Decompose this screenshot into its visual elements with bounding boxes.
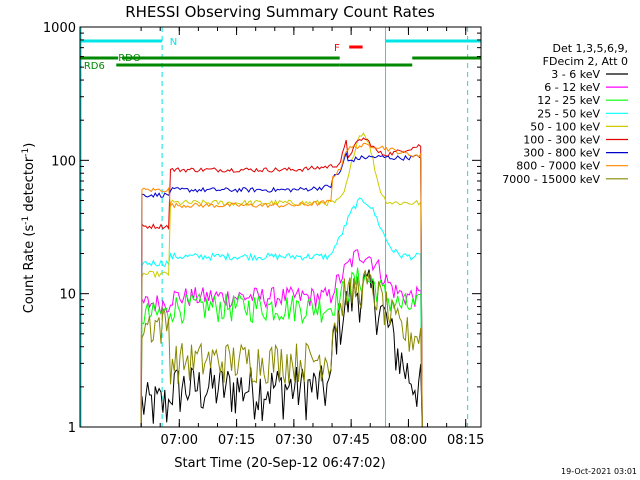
chart-title: RHESSI Observing Summary Count Rates bbox=[125, 3, 435, 21]
series-lines bbox=[140, 131, 423, 428]
legend-entry-label: 300 - 800 keV bbox=[523, 147, 600, 160]
night-flag-label: N bbox=[170, 37, 177, 48]
y-tick-label: 100 bbox=[51, 154, 76, 169]
series-line-9 bbox=[140, 270, 423, 428]
y-tick-label: 1 bbox=[68, 421, 76, 436]
x-tick-label: 07:45 bbox=[332, 433, 369, 448]
legend-entry-label: 50 - 100 keV bbox=[530, 120, 600, 133]
y-tick-label: 10 bbox=[59, 288, 76, 303]
legend-entry-label: 12 - 25 keV bbox=[537, 94, 600, 107]
series-line-8 bbox=[140, 142, 423, 428]
series-line-3 bbox=[140, 267, 423, 428]
legend-entry-label: 800 - 7000 keV bbox=[516, 160, 600, 173]
series-line-4 bbox=[140, 197, 423, 428]
flag-bars: N RDO RD6 F bbox=[80, 37, 481, 72]
x-tick-label: 08:00 bbox=[390, 433, 427, 448]
series-line-7 bbox=[140, 150, 423, 428]
legend-entry-label: 7000 - 15000 keV bbox=[502, 173, 600, 186]
legend-header-line-2: FDecim 2, Att 0 bbox=[543, 55, 628, 68]
flare-flag-label: F bbox=[334, 43, 340, 54]
x-tick-label: 07:00 bbox=[161, 433, 198, 448]
x-tick-label: 07:30 bbox=[275, 433, 312, 448]
y-axis-label: Count Rate (s-1 detector-1) bbox=[21, 143, 37, 314]
legend-entry-label: 6 - 12 keV bbox=[544, 81, 600, 94]
legend: Det 1,3,5,6,9,FDecim 2, Att 03 - 6 keV6 … bbox=[502, 42, 628, 186]
legend-entry-label: 3 - 6 keV bbox=[551, 68, 600, 81]
series-line-1 bbox=[140, 269, 423, 428]
legend-header-line-1: Det 1,3,5,6,9, bbox=[552, 42, 628, 55]
x-tick-label: 07:15 bbox=[218, 433, 255, 448]
legend-entry-label: 25 - 50 keV bbox=[537, 107, 600, 120]
y-tick-label: 1000 bbox=[43, 21, 76, 36]
axes: 07:00 07:15 07:30 07:45 08:00 08:15 1 10 100 1000 bbox=[43, 21, 485, 448]
x-tick-label: 08:15 bbox=[447, 433, 484, 448]
series-line-5 bbox=[140, 131, 423, 428]
plot-frame bbox=[79, 26, 482, 428]
series-line-2 bbox=[140, 249, 423, 428]
legend-entry-label: 100 - 300 keV bbox=[523, 134, 600, 147]
rd6-flag-label: RD6 bbox=[84, 61, 105, 72]
x-axis-label: Start Time (20-Sep-12 06:47:02) bbox=[174, 456, 385, 471]
rdo-flag-label: RDO bbox=[118, 53, 141, 64]
footer-date: 19-Oct-2021 03:01 bbox=[561, 467, 637, 476]
